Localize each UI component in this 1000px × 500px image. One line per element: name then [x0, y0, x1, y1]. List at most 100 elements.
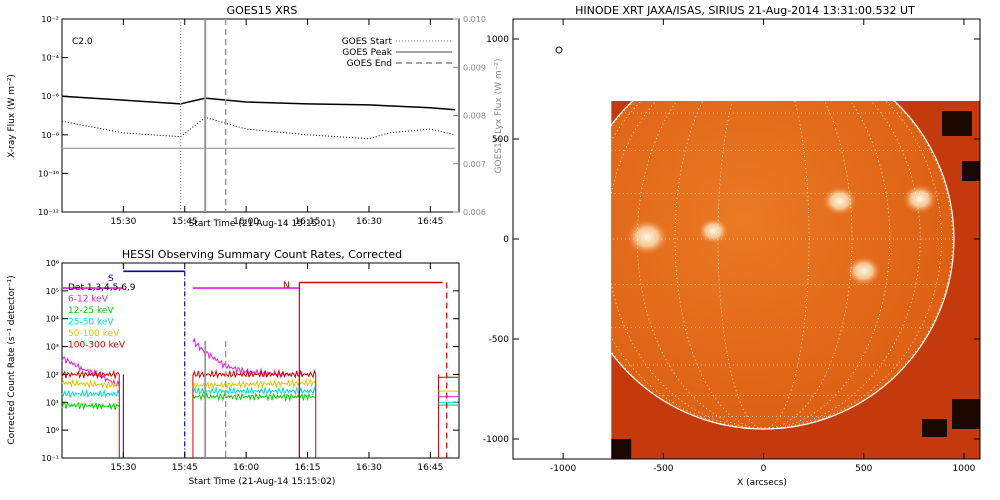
xrt-bright-region — [625, 218, 670, 256]
hessi-series — [61, 356, 120, 387]
hessi-ytick-label: 10⁴ — [46, 315, 59, 324]
xrt-ytick-label: -1000 — [483, 435, 509, 445]
hessi-series — [192, 337, 308, 379]
goes-y2label: GOES15 Lyx Flux (W m⁻²) — [494, 59, 504, 174]
xrt-image-clip — [611, 101, 981, 459]
goes-xtick-label: 16:15 — [295, 217, 321, 227]
hessi-series — [61, 369, 120, 380]
goes-plot-frame — [61, 18, 460, 213]
goes-ytick-label: 10⁻¹⁰ — [38, 169, 59, 178]
xrt-ytick-label: 500 — [492, 135, 509, 145]
goes-ytick-label: 10⁻⁴ — [41, 54, 59, 63]
goes-panel: GOES15 XRS 15:30 15:45 16:00 16:15 16:30 16:4… — [7, 4, 504, 229]
xrt-dark-patch — [952, 399, 981, 429]
hessi-ytick-label: 10⁻¹ — [41, 454, 59, 463]
hessi-xlabel: Start Time (21-Aug-14 15:15:02) — [189, 477, 336, 487]
xrt-image — [611, 101, 981, 459]
goes-series-dotted-black — [61, 116, 456, 140]
hessi-ytick-label: 10⁵ — [46, 287, 59, 296]
goes-ytick-label: 10⁻² — [41, 15, 59, 24]
goes-ytick-label: 10⁻⁸ — [41, 131, 59, 140]
hessi-series — [192, 378, 317, 391]
goes-y2tick-label: 0.008 — [463, 112, 486, 121]
goes-y2tick-label: 0.009 — [463, 63, 486, 72]
goes-legend: GOES Start GOES Peak GOES End — [342, 37, 452, 69]
xrt-corner-marker — [555, 46, 563, 54]
xrt-bright-region — [845, 255, 882, 287]
xrt-xlabel: X (arcsecs) — [737, 478, 787, 488]
xrt-longitude-line — [636, 101, 891, 430]
xrt-title: HINODE XRT JAXA/ISAS, SIRIUS 21-Aug-2014… — [575, 4, 915, 17]
goes-series-solid-black — [61, 95, 455, 111]
xrt-xtick-label: 1000 — [953, 464, 976, 474]
hessi-series — [192, 369, 317, 379]
goes-y2tick-label: 0.010 — [463, 15, 486, 24]
hessi-ylabel: Corrected Count Rate (s⁻¹ detector⁻¹) — [7, 275, 17, 444]
xrt-ytick-label: -500 — [489, 335, 510, 345]
hessi-series — [192, 391, 316, 403]
hessi-series — [61, 378, 120, 390]
hessi-annotation-s: S — [108, 274, 114, 284]
hessi-legend-entry: 50-100 keV — [68, 329, 120, 339]
hessi-ytick-label: 10⁶ — [46, 259, 59, 268]
legend-goes-peak: GOES Peak — [342, 48, 392, 58]
hessi-series — [61, 270, 458, 458]
goes-ytick-label: 10⁻¹² — [38, 208, 59, 217]
hessi-legend-entry: 6-12 keV — [68, 295, 109, 305]
xrt-solar-limb — [611, 101, 955, 430]
xrt-longitude-line — [717, 101, 810, 430]
xrt-dark-patch — [962, 161, 981, 181]
goes-xlabel: Start Time (21-Aug-14 15:15:01) — [189, 219, 336, 229]
xrt-longitude-line — [674, 101, 853, 430]
goes-xtick-label: 15:30 — [110, 217, 136, 227]
xrt-ytick-label: 0 — [503, 235, 509, 245]
hessi-ytick-label: 10² — [46, 370, 59, 379]
hessi-xtick-label: 16:45 — [417, 463, 443, 473]
hessi-markers — [184, 271, 448, 458]
goes-xtick-label: 16:30 — [356, 217, 382, 227]
hessi-legend-entry: 100-300 keV — [68, 341, 126, 351]
xrt-dark-patch — [922, 419, 948, 437]
goes-title: GOES15 XRS — [227, 4, 298, 17]
xrt-bright-region — [901, 183, 938, 215]
goes-markers — [180, 19, 227, 212]
hessi-annotation-n: N — [283, 281, 290, 291]
goes-ticks: 15:30 15:45 16:00 16:15 16:30 16:45 10⁻² 10⁻⁴ 10… — [38, 15, 486, 227]
xrt-xtick-label: 0 — [761, 464, 767, 474]
goes-ylabel: X-ray Flux (W m⁻²) — [7, 74, 17, 158]
xrt-xtick-label: -500 — [653, 464, 674, 474]
xrt-ticks: -1000 -500 0 500 1000 1000 500 0 -500 -1000 — [483, 19, 980, 474]
goes-xtick-label: 16:45 — [417, 217, 443, 227]
xrt-solar-disk — [611, 101, 954, 429]
xrt-xtick-label: -1000 — [550, 464, 576, 474]
goes-y2tick-label: 0.007 — [463, 160, 486, 169]
hessi-xtick-label: 16:00 — [233, 463, 259, 473]
goes-xtick-label: 16:00 — [233, 217, 259, 227]
hessi-ytick-label: 10³ — [46, 343, 59, 352]
hessi-xtick-label: 15:45 — [172, 463, 198, 473]
xrt-bright-region — [821, 185, 858, 217]
hessi-title: HESSI Observing Summary Count Rates, Cor… — [122, 248, 402, 261]
goes-xtick-label: 15:45 — [172, 217, 198, 227]
goes-y2tick-label: 0.006 — [463, 208, 486, 217]
xrt-ytick-label: 1000 — [486, 35, 509, 45]
xrt-dark-patch — [942, 111, 973, 136]
hessi-xtick-label: 15:30 — [110, 463, 136, 473]
hessi-ticks: 15:30 15:45 16:00 16:15 16:30 16:45 10⁶ 10⁵ 10⁴ 1… — [41, 259, 459, 473]
hessi-xtick-label: 16:30 — [356, 463, 382, 473]
hessi-xtick-label: 16:15 — [295, 463, 321, 473]
xrt-bright-region — [697, 217, 730, 245]
hessi-ytick-label: 10⁰ — [46, 426, 59, 435]
goes-ytick-label: 10⁻⁶ — [41, 92, 59, 101]
xrt-panel: HINODE XRT JAXA/ISAS, SIRIUS 21-Aug-2014… — [483, 4, 981, 488]
hessi-panel: HESSI Observing Summary Count Rates, Cor… — [7, 248, 460, 487]
hessi-series — [61, 388, 120, 399]
hessi-series — [192, 385, 317, 396]
goes-series — [61, 95, 456, 149]
xrt-longitude-line — [611, 101, 942, 430]
hessi-series — [61, 401, 120, 411]
goes-class-label: C2.0 — [72, 37, 93, 47]
legend-goes-start: GOES Start — [342, 37, 393, 47]
